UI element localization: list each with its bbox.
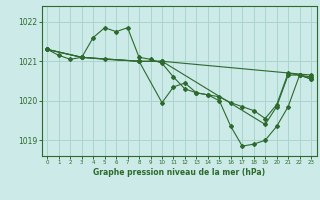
X-axis label: Graphe pression niveau de la mer (hPa): Graphe pression niveau de la mer (hPa) [93, 168, 265, 177]
